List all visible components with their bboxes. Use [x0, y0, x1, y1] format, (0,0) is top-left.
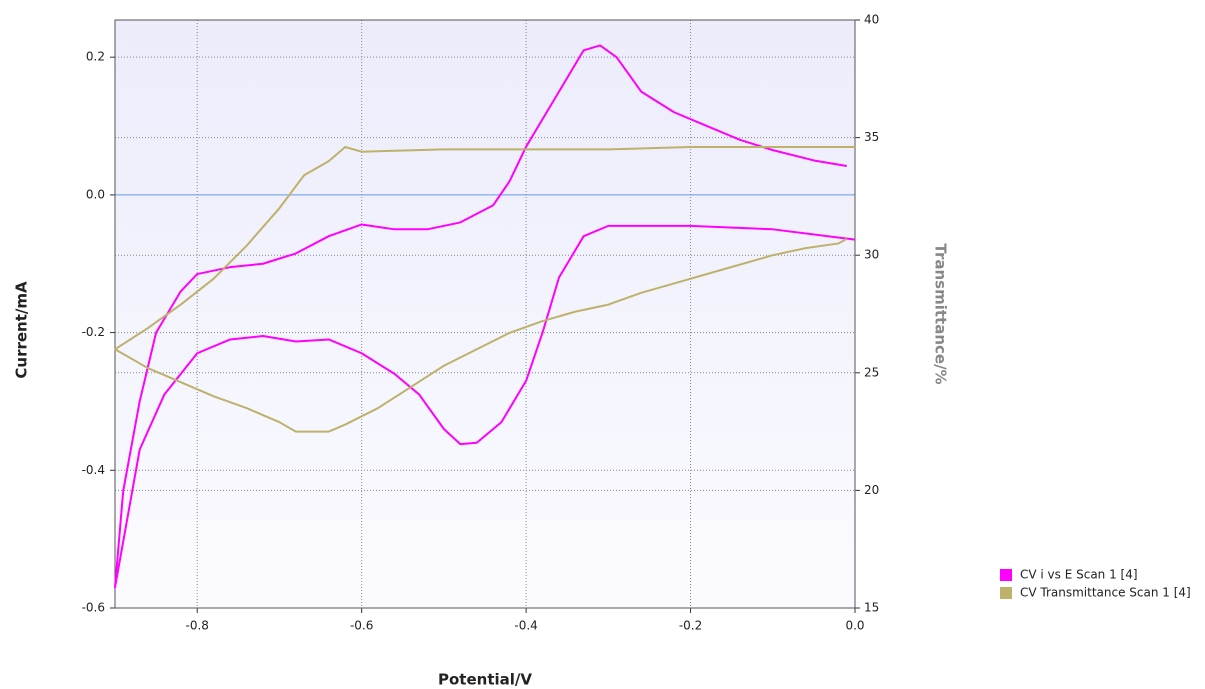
y2-tick-label: 40	[864, 13, 879, 27]
x-tick-label: 0.0	[845, 619, 864, 633]
legend-label: CV Transmittance Scan 1 [4]	[1020, 586, 1191, 600]
legend-swatch	[1000, 569, 1012, 581]
x-tick-label: -0.6	[350, 619, 373, 633]
y-tick-label: 0.0	[86, 187, 105, 201]
series-line	[114, 146, 855, 433]
y2-tick-label: 20	[864, 483, 879, 497]
x-tick-label: -0.4	[514, 619, 537, 633]
y2-tick-label: 25	[864, 365, 879, 379]
y-axis-title: Current/mA	[13, 281, 31, 379]
plot-area	[115, 20, 855, 608]
x-axis-title: Potential/V	[438, 671, 532, 689]
y2-tick-label: 15	[864, 601, 879, 615]
plot-frame	[114, 19, 856, 609]
y-tick-label: -0.6	[82, 601, 105, 615]
legend-label: CV i vs E Scan 1 [4]	[1020, 568, 1138, 582]
y-tick-label: -0.4	[82, 463, 105, 477]
y2-axis-title: Transmittance/%	[932, 243, 950, 384]
legend-swatch	[1000, 587, 1012, 599]
x-tick-label: -0.8	[186, 619, 209, 633]
y-tick-label: 0.2	[86, 50, 105, 64]
y2-tick-label: 35	[864, 130, 879, 144]
x-tick-label: -0.2	[679, 619, 702, 633]
y-tick-label: -0.2	[82, 325, 105, 339]
y2-tick-label: 30	[864, 248, 879, 262]
